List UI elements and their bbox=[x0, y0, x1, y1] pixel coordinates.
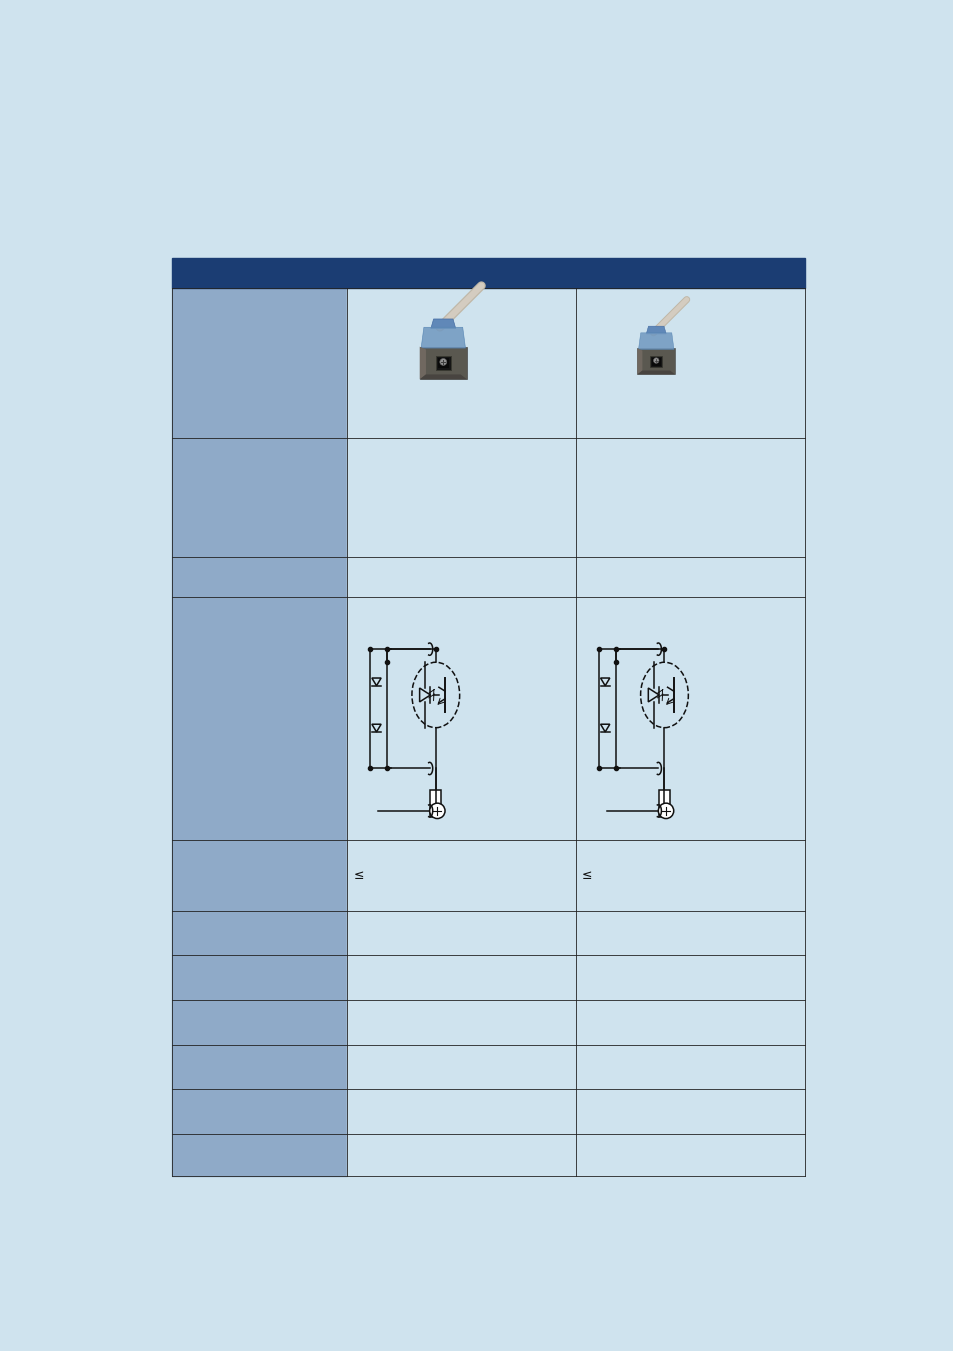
Bar bbox=[659, 790, 669, 817]
Polygon shape bbox=[420, 327, 465, 349]
Text: ≤: ≤ bbox=[581, 869, 592, 882]
Bar bbox=[576, 955, 804, 1000]
Bar bbox=[576, 1044, 804, 1089]
Polygon shape bbox=[645, 326, 665, 334]
Bar bbox=[172, 1133, 347, 1177]
Text: ≤: ≤ bbox=[353, 869, 363, 882]
Bar bbox=[576, 1089, 804, 1133]
Bar bbox=[437, 358, 448, 369]
Circle shape bbox=[429, 802, 444, 819]
Bar bbox=[172, 1089, 347, 1133]
Bar bbox=[347, 557, 576, 597]
Bar bbox=[576, 438, 804, 557]
Bar bbox=[576, 1000, 804, 1044]
Bar bbox=[347, 1044, 576, 1089]
Bar bbox=[172, 840, 347, 911]
Bar bbox=[172, 955, 347, 1000]
Bar bbox=[430, 790, 440, 817]
Bar bbox=[576, 840, 804, 911]
Bar bbox=[436, 357, 451, 370]
Bar bbox=[172, 911, 347, 955]
Polygon shape bbox=[419, 374, 466, 380]
Polygon shape bbox=[431, 319, 456, 328]
Bar bbox=[651, 358, 660, 366]
Bar bbox=[347, 1000, 576, 1044]
Polygon shape bbox=[638, 332, 673, 350]
Bar bbox=[576, 597, 804, 840]
Bar bbox=[576, 911, 804, 955]
Bar bbox=[347, 438, 576, 557]
Bar bbox=[172, 438, 347, 557]
Bar bbox=[347, 840, 576, 911]
Bar bbox=[649, 357, 661, 367]
Bar bbox=[347, 288, 576, 438]
Bar bbox=[576, 1133, 804, 1177]
Bar bbox=[576, 557, 804, 597]
Bar bbox=[172, 288, 347, 438]
Bar bbox=[347, 597, 576, 840]
Bar bbox=[576, 288, 804, 438]
Bar bbox=[172, 258, 804, 288]
Circle shape bbox=[439, 358, 446, 365]
Bar bbox=[347, 911, 576, 955]
Bar bbox=[347, 955, 576, 1000]
Bar bbox=[172, 557, 347, 597]
Bar bbox=[172, 1000, 347, 1044]
Bar bbox=[172, 1044, 347, 1089]
Bar bbox=[172, 597, 347, 840]
Bar bbox=[347, 1133, 576, 1177]
Polygon shape bbox=[419, 347, 466, 380]
Polygon shape bbox=[637, 349, 641, 374]
Circle shape bbox=[658, 802, 673, 819]
Polygon shape bbox=[637, 370, 675, 374]
Polygon shape bbox=[419, 347, 426, 380]
Bar bbox=[347, 1089, 576, 1133]
Circle shape bbox=[653, 358, 659, 363]
Polygon shape bbox=[637, 349, 675, 374]
